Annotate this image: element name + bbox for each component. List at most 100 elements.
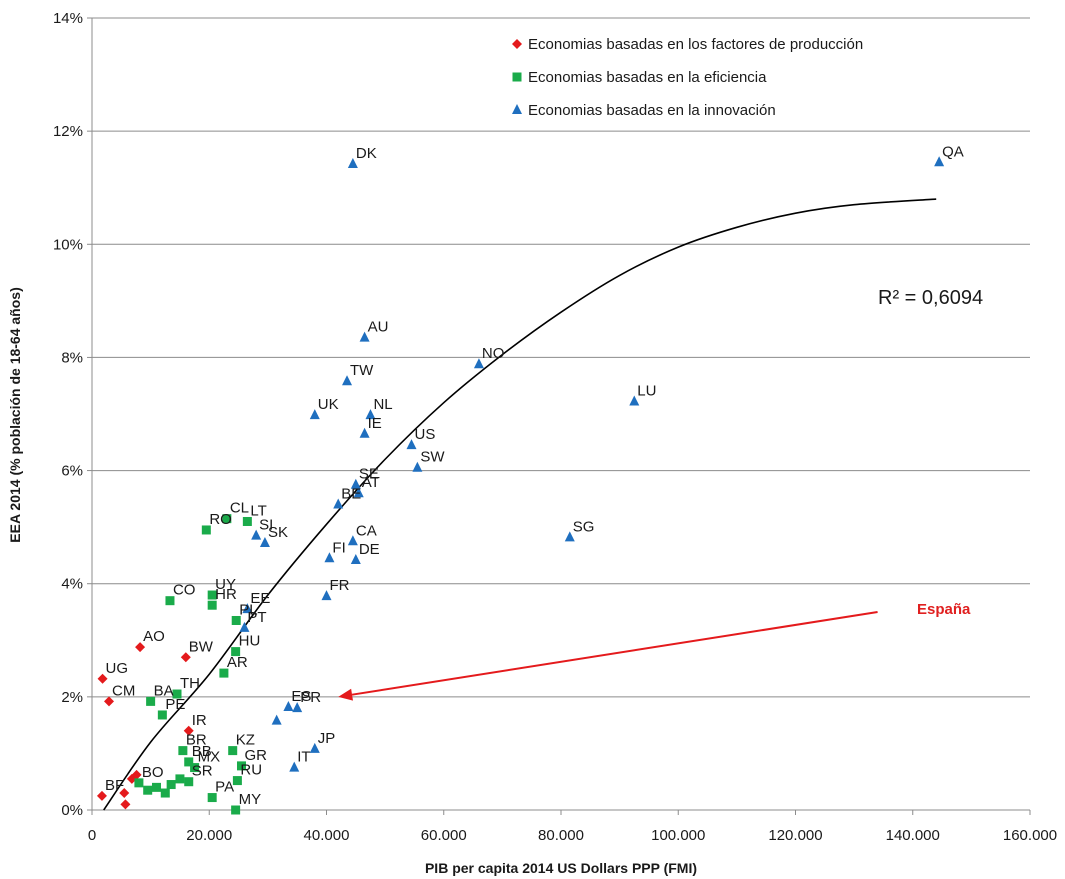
data-point [242, 603, 253, 614]
y-tick-label: 10% [53, 236, 83, 253]
point-label: AR [227, 654, 248, 671]
x-tick-label: 80.000 [538, 827, 584, 844]
data-points [96, 156, 945, 815]
legend-label: Economias basadas en la eficiencia [528, 69, 767, 86]
y-axis-ticks: 0% 2% 4% 6% 8% 10% 12% 14% [53, 10, 92, 819]
data-point [629, 395, 640, 406]
data-point [184, 757, 194, 767]
data-point [96, 790, 107, 801]
point-label: QA [942, 143, 964, 160]
point-label: UG [106, 660, 128, 677]
point-label: IR [192, 712, 207, 729]
data-point [183, 725, 194, 736]
point-label: FR [330, 577, 350, 594]
y-axis-title: EEA 2014 (% población de 18-64 años) [7, 287, 23, 542]
data-point [166, 780, 176, 790]
data-point [412, 461, 423, 472]
data-point [207, 600, 217, 610]
data-point [97, 673, 108, 684]
data-point [406, 439, 417, 450]
data-point [231, 647, 241, 657]
data-point [143, 785, 153, 795]
point-label: UY [215, 576, 236, 593]
data-point [131, 769, 142, 780]
data-point [359, 331, 370, 342]
point-label: TW [350, 362, 374, 379]
point-label: PR [300, 689, 321, 706]
point-label: TH [180, 675, 200, 692]
data-point [231, 615, 241, 625]
point-label: RU [240, 762, 262, 779]
point-label: PE [165, 696, 185, 713]
point-label: SE [359, 466, 379, 483]
data-point [219, 668, 229, 678]
data-point [184, 777, 194, 787]
point-label: UK [318, 396, 339, 413]
data-point [232, 776, 242, 786]
data-point [365, 409, 376, 420]
data-point [146, 696, 156, 706]
x-axis-title: PIB per capita 2014 US Dollars PPP (FMI) [425, 860, 697, 876]
plot-area [91, 18, 1030, 811]
data-point [321, 590, 332, 601]
x-axis-ticks: 0 20.000 40.000 60.000 80.000 100.000 120.000 1… [88, 810, 1057, 844]
data-point [180, 652, 191, 663]
point-label: AO [143, 628, 165, 645]
point-label: FI [332, 539, 345, 556]
r-squared-label: R² = 0,6094 [878, 287, 983, 309]
point-label: DK [356, 145, 377, 162]
data-point [289, 761, 300, 772]
x-tick-label: 160.000 [1003, 827, 1057, 844]
y-tick-label: 0% [61, 802, 83, 819]
data-point [271, 714, 282, 725]
point-label: HR [215, 586, 237, 603]
point-label: CM [112, 682, 135, 699]
y-tick-label: 6% [61, 463, 83, 480]
data-point [359, 427, 370, 438]
data-point [347, 157, 358, 168]
data-point [134, 778, 144, 788]
point-label: CO [173, 582, 196, 599]
data-point [324, 552, 335, 563]
legend-label: Economias basadas en la innovación [528, 102, 776, 119]
data-point [473, 358, 484, 369]
trendline [103, 198, 937, 811]
data-point [222, 514, 232, 524]
point-label: IT [297, 749, 310, 766]
point-label: ES [291, 688, 311, 705]
point-label: CL [230, 500, 249, 517]
point-label: BW [189, 638, 214, 655]
point-label: BE [341, 486, 361, 503]
data-point [342, 375, 353, 386]
data-point [347, 535, 358, 546]
point-label: SG [573, 518, 595, 535]
point-label: LT [250, 502, 266, 519]
y-tick-label: 14% [53, 10, 83, 27]
data-point [228, 746, 238, 756]
data-point [157, 710, 167, 720]
x-tick-label: 60.000 [421, 827, 467, 844]
data-point [333, 498, 344, 509]
point-label: BF [105, 777, 124, 794]
data-point [190, 763, 200, 773]
data-point [175, 774, 185, 784]
data-point [119, 788, 130, 799]
point-label: BR [186, 732, 207, 749]
point-label: SK [268, 524, 288, 541]
legend-label: Economias basadas en los factores de pro… [528, 36, 863, 53]
data-point [309, 742, 320, 753]
point-label: BB [192, 743, 212, 760]
x-tick-label: 100.000 [651, 827, 705, 844]
point-label: PA [215, 779, 234, 796]
point-label: US [415, 426, 436, 443]
point-label: SI [259, 517, 273, 534]
point-label: HU [239, 633, 261, 650]
data-point [350, 478, 361, 489]
point-label: JP [318, 730, 336, 747]
point-label: SW [420, 449, 445, 466]
data-point [207, 793, 217, 803]
data-point [564, 531, 575, 542]
data-point [236, 761, 246, 771]
data-point [934, 156, 945, 167]
